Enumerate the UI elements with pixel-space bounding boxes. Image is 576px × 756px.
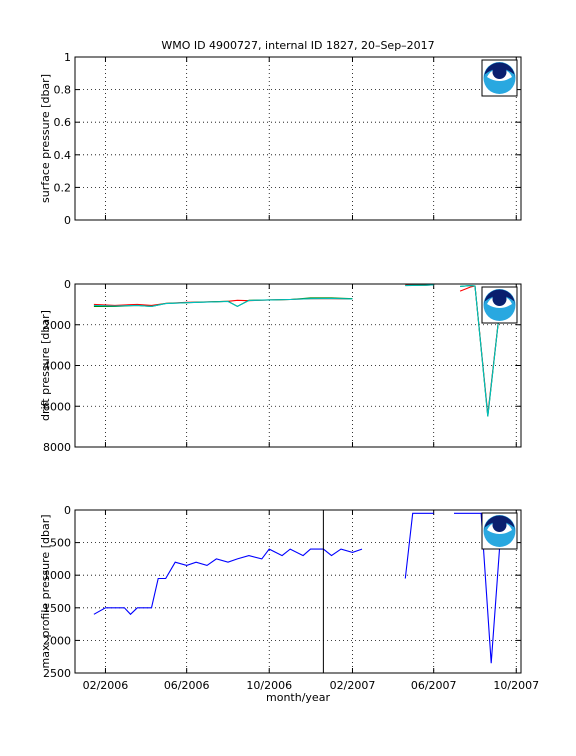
panel-max-profile-pressure: 02/2006 06/2006 10/2006 02/2007 06/2007 10/20…	[39, 504, 539, 692]
series-line-blue	[454, 512, 503, 664]
y-tick-label: 2000	[43, 634, 71, 647]
noaa-logo-icon	[481, 512, 518, 550]
y-tick-label: 6000	[43, 400, 71, 413]
y-tick-label: 4000	[43, 360, 71, 373]
series-line-cyan	[405, 284, 434, 286]
noaa-logo-icon	[481, 286, 518, 324]
logo-wave	[485, 80, 514, 92]
y-tick-label: 8000	[43, 441, 71, 454]
axes-frame	[74, 56, 522, 221]
x-tick-label: 06/2006	[164, 679, 210, 692]
y-tick-label: 0.6	[54, 116, 72, 129]
figure-title: WMO ID 4900727, internal ID 1827, 20–Sep…	[161, 39, 434, 52]
noaa-logo-icon	[481, 59, 518, 97]
y-tick-label: 0.2	[54, 181, 72, 194]
logo-center	[492, 292, 507, 306]
logo-center	[492, 518, 507, 532]
x-axis-label: month/year	[266, 691, 330, 704]
y-tick-label: 1	[64, 51, 71, 64]
logo-upper	[484, 515, 515, 531]
x-tick-label: 10/2007	[493, 679, 539, 692]
y-tick-label: 2000	[43, 319, 71, 332]
x-tick-label: 02/2007	[330, 679, 376, 692]
logo-upper	[484, 62, 515, 78]
x-tick-label: 06/2007	[411, 679, 457, 692]
y-tick-label: 1000	[43, 569, 71, 582]
axes-frame	[74, 283, 522, 448]
y-axis-label: max. profile pressure [dbar]	[39, 514, 52, 668]
y-tick-label: 2500	[43, 667, 71, 680]
y-tick-label: 500	[50, 537, 71, 550]
logo-wave	[485, 307, 514, 319]
panel-drift-pressure: 0 2000 4000 6000 8000 drift pressure [dbar]	[39, 278, 522, 454]
y-tick-label: 0	[64, 504, 71, 517]
series-line-blue	[93, 548, 363, 616]
y-tick-label: 0.4	[54, 149, 72, 162]
y-tick-label: 1500	[43, 602, 71, 615]
logo-wave	[485, 533, 514, 545]
logo-center	[492, 65, 507, 79]
series-line-cyan	[93, 297, 353, 308]
y-tick-label: 0	[64, 278, 71, 291]
axes-frame	[74, 509, 522, 674]
y-axis-label: surface pressure [dbar]	[39, 74, 52, 203]
x-tick-label: 02/2006	[83, 679, 129, 692]
x-tick-label: 10/2006	[246, 679, 292, 692]
y-tick-label: 0	[64, 214, 71, 227]
panel-surface-pressure: 0 0.2 0.4 0.6 0.8 1 surface pressure [dbar]	[39, 51, 522, 227]
y-tick-label: 0.8	[54, 84, 72, 97]
series-line-blue	[404, 512, 434, 579]
logo-upper	[484, 289, 515, 305]
y-axis-label: drift pressure [dbar]	[39, 310, 52, 421]
